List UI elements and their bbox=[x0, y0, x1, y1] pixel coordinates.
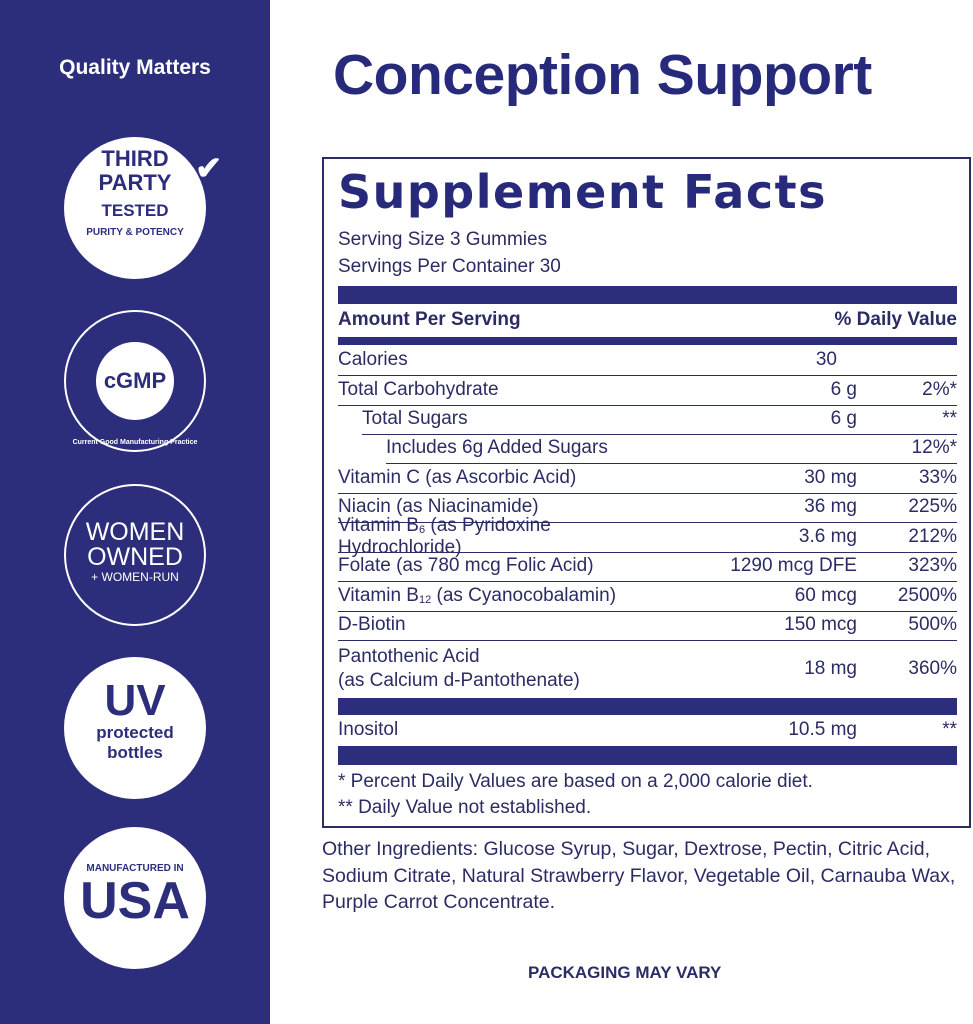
nutrient-daily-value: 33% bbox=[918, 467, 957, 489]
nutrient-row: Pantothenic Acid (as Calcium d-Pantothena… bbox=[338, 641, 957, 697]
badge-text: bottles bbox=[107, 743, 163, 762]
sidebar: Quality Matters THIRD PARTY TESTED PURIT… bbox=[0, 0, 270, 1024]
nutrient-daily-value: 2500% bbox=[897, 585, 957, 607]
made-in-usa-badge-icon: MANUFACTURED IN USA bbox=[64, 827, 206, 969]
nutrient-amount: 60 mcg bbox=[794, 585, 857, 607]
nutrient-daily-value: ** bbox=[942, 718, 957, 740]
nutrient-row: Inositol 10.5 mg ** bbox=[338, 715, 957, 745]
nutrient-row: Total Sugars 6 g ** bbox=[362, 405, 957, 435]
nutrient-row: Includes 6g Added Sugars 12%* bbox=[386, 434, 957, 464]
nutrient-daily-value: 323% bbox=[908, 555, 957, 577]
nutrient-name: Vitamin C (as Ascorbic Acid) bbox=[338, 467, 577, 489]
third-party-tested-badge-icon: THIRD PARTY TESTED PURITY & POTENCY ✔ bbox=[64, 137, 222, 279]
nutrient-name: Vitamin B12 (as Cyanocobalamin) bbox=[338, 585, 617, 607]
badge-text: USA bbox=[80, 872, 190, 930]
footnote-daily-values: * Percent Daily Values are based on a 2,… bbox=[338, 771, 813, 792]
nutrient-daily-value: 212% bbox=[908, 526, 957, 548]
nutrient-amount: 30 mg bbox=[804, 467, 857, 489]
nutrient-amount: 150 mcg bbox=[784, 614, 857, 636]
badge-text: MANUFACTURED IN bbox=[86, 863, 184, 874]
cgmp-badge-icon: cGMP Current Good Manufacturing Practice bbox=[64, 310, 206, 452]
nutrient-row: Niacin (as Niacinamide) 36 mg 225% bbox=[338, 493, 957, 523]
badge-text: TESTED bbox=[101, 201, 169, 220]
divider-bar bbox=[338, 337, 957, 345]
nutrient-daily-value: 360% bbox=[908, 658, 957, 679]
daily-value-header: % Daily Value bbox=[834, 309, 957, 330]
divider-bar bbox=[338, 746, 957, 765]
badge-text: THIRD bbox=[101, 146, 169, 171]
nutrient-amount: 30 bbox=[815, 349, 837, 371]
badge-text: UV bbox=[104, 676, 166, 725]
badge-text: OWNED bbox=[87, 543, 183, 571]
nutrient-amount: 1290 mcg DFE bbox=[730, 555, 857, 577]
nutrient-name: Vitamin B6 (as Pyridoxine Hydrochloride) bbox=[338, 515, 551, 559]
divider-bar bbox=[338, 286, 957, 304]
column-header: Amount Per Serving % Daily Value bbox=[338, 309, 957, 331]
badge-text: WOMEN bbox=[85, 518, 185, 546]
nutrient-daily-value: 12%* bbox=[911, 437, 957, 459]
nutrient-daily-value: 225% bbox=[908, 496, 957, 518]
badge-text: protected bbox=[96, 723, 174, 742]
badge-text: PARTY bbox=[98, 170, 172, 195]
nutrient-daily-value: ** bbox=[942, 408, 957, 430]
nutrient-name: Inositol bbox=[338, 718, 399, 740]
badge-text: + WOMEN-RUN bbox=[91, 570, 179, 584]
nutrient-name: Calories bbox=[338, 349, 408, 371]
other-ingredients: Other Ingredients: Glucose Syrup, Sugar,… bbox=[322, 838, 956, 913]
footnote-not-established: ** Daily Value not established. bbox=[338, 797, 592, 818]
nutrient-row: Vitamin B6 (as Pyridoxine Hydrochloride)… bbox=[338, 515, 957, 558]
facts-heading: Supplement Facts bbox=[338, 165, 827, 219]
badge-text: Current Good Manufacturing Practice bbox=[72, 439, 198, 446]
nutrient-row: D-Biotin 150 mcg 500% bbox=[338, 611, 957, 641]
nutrient-name: Niacin (as Niacinamide) bbox=[338, 496, 539, 518]
nutrient-amount: 10.5 mg bbox=[788, 718, 857, 740]
nutrient-daily-value: 2%* bbox=[922, 379, 957, 401]
nutrient-row: Calories 30 bbox=[338, 346, 957, 376]
nutrient-row: Folate (as 780 mcg Folic Acid) 1290 mcg D… bbox=[338, 552, 957, 582]
nutrient-name: Pantothenic Acid (as Calcium d-Pantothena… bbox=[338, 646, 580, 691]
nutrient-amount: 6 g bbox=[830, 379, 857, 401]
women-owned-badge-icon: WOMEN OWNED + WOMEN-RUN bbox=[64, 484, 206, 626]
badge-text: PURITY & POTENCY bbox=[86, 227, 184, 238]
uv-protected-badge-icon: UV protected bottles bbox=[64, 657, 206, 799]
nutrient-name: Total Carbohydrate bbox=[338, 379, 499, 401]
nutrient-row: Vitamin B12 (as Cyanocobalamin) 60 mcg 250… bbox=[338, 582, 957, 612]
nutrient-row: Total Carbohydrate 6 g 2%* bbox=[338, 376, 957, 406]
nutrient-name: D-Biotin bbox=[338, 614, 406, 636]
servings-per-container: Servings Per Container 30 bbox=[338, 256, 561, 277]
nutrient-amount: 36 mg bbox=[804, 496, 857, 518]
nutrient-row: Vitamin C (as Ascorbic Acid) 30 mg 33% bbox=[338, 464, 957, 494]
nutrient-amount: 6 g bbox=[830, 408, 857, 430]
serving-size: Serving Size 3 Gummies bbox=[338, 229, 548, 250]
nutrient-name: Folate (as 780 mcg Folic Acid) bbox=[338, 555, 594, 577]
amount-header: Amount Per Serving bbox=[338, 309, 521, 330]
nutrient-name: Includes 6g Added Sugars bbox=[386, 437, 608, 459]
page-title: Conception Support bbox=[333, 43, 872, 107]
nutrient-amount: 3.6 mg bbox=[798, 526, 857, 548]
badge-text: cGMP bbox=[96, 342, 174, 420]
nutrient-amount: 18 mg bbox=[804, 658, 857, 679]
packaging-note: PACKAGING MAY VARY bbox=[528, 963, 722, 982]
checkmark-icon: ✔ bbox=[195, 150, 222, 186]
supplement-facts-panel: Supplement Facts Serving Size 3 Gummies … bbox=[322, 157, 971, 828]
nutrient-daily-value: 500% bbox=[908, 614, 957, 636]
divider-bar bbox=[338, 698, 957, 715]
sidebar-heading: Quality Matters bbox=[59, 56, 211, 79]
nutrient-name: Total Sugars bbox=[362, 408, 468, 430]
